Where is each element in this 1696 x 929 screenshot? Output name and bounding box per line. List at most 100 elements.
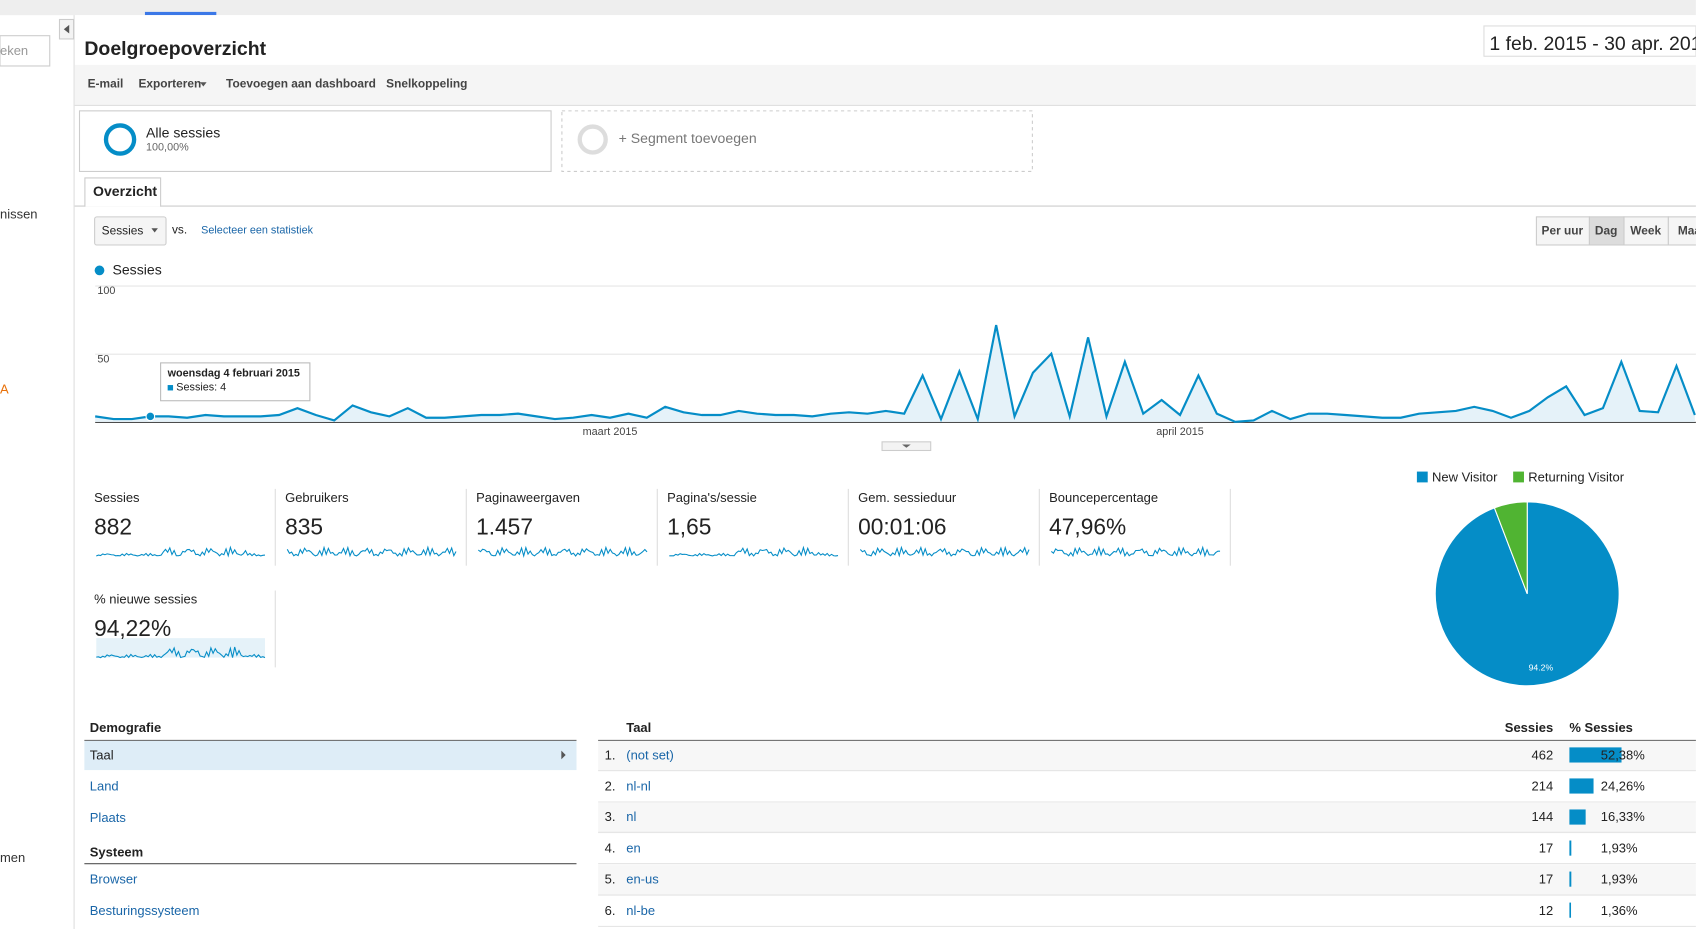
row-name[interactable]: en-us bbox=[626, 871, 659, 887]
sessions: 17 bbox=[1538, 871, 1554, 887]
vs-label: vs. bbox=[171, 223, 188, 237]
collapse-arrow bbox=[63, 24, 70, 34]
sessions: 144 bbox=[1531, 809, 1554, 825]
section-item[interactable]: Plaats bbox=[89, 810, 126, 826]
granularity-button[interactable] bbox=[1623, 216, 1669, 246]
sparkline bbox=[286, 545, 457, 558]
search-box[interactable] bbox=[0, 35, 51, 67]
toolbar-button[interactable]: Exporteren bbox=[138, 77, 202, 91]
selected-row[interactable] bbox=[84, 740, 577, 771]
metric-label: Pagina's/sessie bbox=[667, 489, 757, 506]
sidebar-item[interactable]: men bbox=[0, 850, 26, 866]
sessions: 214 bbox=[1531, 778, 1554, 794]
granularity-label[interactable]: Dag bbox=[1594, 224, 1618, 238]
section-item[interactable]: Besturingssysteem bbox=[89, 903, 200, 919]
rank: 5. bbox=[604, 871, 616, 887]
metric-value: 1.457 bbox=[476, 514, 533, 540]
hover-point bbox=[145, 411, 156, 422]
section-title: Systeem bbox=[89, 844, 144, 860]
y-tick-label: 100 bbox=[97, 285, 116, 298]
legend-label: New Visitor bbox=[1432, 469, 1498, 485]
date-range[interactable]: 1 feb. 2015 - 30 apr. 201 bbox=[1489, 32, 1696, 55]
legend-dot bbox=[94, 265, 105, 276]
section-item[interactable]: Taal bbox=[89, 747, 114, 763]
share-bar bbox=[1569, 840, 1572, 856]
section-item[interactable]: Browser bbox=[89, 871, 138, 887]
segment-box[interactable] bbox=[78, 110, 552, 172]
granularity-label[interactable]: Maa bbox=[1677, 224, 1696, 238]
segment-ring bbox=[103, 123, 137, 156]
column-header: Taal bbox=[626, 720, 652, 736]
metric-value: 47,96% bbox=[1049, 514, 1127, 540]
x-tick-label: april 2015 bbox=[1156, 426, 1204, 439]
share-label: 1,36% bbox=[1600, 902, 1638, 918]
metric-value: 1,65 bbox=[667, 514, 712, 540]
granularity-label[interactable]: Week bbox=[1630, 224, 1662, 238]
toolbar-button[interactable]: E-mail bbox=[87, 77, 124, 91]
granularity-button[interactable] bbox=[1667, 216, 1696, 246]
metric-label: Sessies bbox=[94, 489, 140, 506]
rank: 1. bbox=[604, 747, 616, 763]
row-name[interactable]: nl bbox=[626, 809, 637, 825]
granularity-button[interactable] bbox=[1535, 216, 1590, 246]
section-item[interactable]: Land bbox=[89, 778, 119, 794]
sparkline bbox=[96, 545, 266, 558]
metric-label: Paginaweergaven bbox=[476, 489, 581, 506]
toolbar-button[interactable]: Toevoegen aan dashboard bbox=[226, 77, 376, 91]
sparkline bbox=[477, 545, 648, 559]
pie-slice bbox=[1493, 501, 1528, 594]
section-title: Demografie bbox=[89, 720, 162, 736]
share-bar bbox=[1569, 871, 1572, 887]
granularity-label[interactable]: Per uur bbox=[1541, 224, 1584, 238]
toolbar-button[interactable]: Snelkoppeling bbox=[386, 77, 468, 91]
sparkline bbox=[1050, 545, 1221, 558]
share-bar bbox=[1569, 747, 1622, 763]
compare-select[interactable]: Selecteer een statistiek bbox=[201, 224, 314, 237]
dropdown-arrow bbox=[200, 82, 207, 87]
metric-select-label[interactable]: Sessies bbox=[101, 224, 144, 238]
row-name[interactable]: en bbox=[626, 840, 641, 856]
metric-value: 94,22% bbox=[94, 616, 172, 642]
search-text: eken bbox=[0, 43, 29, 59]
column-header: Sessies bbox=[1504, 720, 1554, 736]
pie-label: 94.2% bbox=[1528, 662, 1554, 673]
sparkline bbox=[96, 646, 266, 659]
rank: 4. bbox=[604, 840, 616, 856]
line bbox=[95, 324, 1696, 423]
metric-value: 835 bbox=[285, 514, 324, 540]
share-bar bbox=[1569, 902, 1572, 918]
share-label: 1,93% bbox=[1600, 840, 1638, 856]
tooltip-title: woensdag 4 februari 2015 bbox=[167, 367, 300, 380]
sidebar-item[interactable]: A bbox=[0, 381, 9, 397]
segment-add-box[interactable] bbox=[561, 110, 1033, 172]
table-row bbox=[598, 740, 1696, 772]
row-name[interactable]: (not set) bbox=[626, 747, 674, 763]
metric-value: 882 bbox=[94, 514, 133, 540]
sessions: 12 bbox=[1538, 902, 1554, 918]
tab-label[interactable]: Overzicht bbox=[93, 182, 158, 200]
share-label: 24,26% bbox=[1600, 778, 1645, 794]
column-header: % Sessies bbox=[1569, 720, 1633, 736]
row-name[interactable]: nl-be bbox=[626, 902, 656, 918]
table-row bbox=[598, 802, 1696, 834]
top-bar bbox=[0, 0, 1696, 16]
segment-share: 100,00% bbox=[146, 141, 189, 154]
row-name[interactable]: nl-nl bbox=[626, 778, 651, 794]
tab[interactable] bbox=[84, 177, 162, 207]
sidebar-item[interactable]: nissen bbox=[0, 206, 38, 222]
segment-add[interactable]: + Segment toevoegen bbox=[618, 129, 757, 147]
tooltip-box bbox=[160, 362, 311, 402]
dropdown-arrow bbox=[151, 228, 158, 233]
legend-label: Sessies bbox=[112, 261, 162, 278]
metric-select[interactable] bbox=[94, 216, 167, 246]
rank: 3. bbox=[604, 809, 616, 825]
sparkline-area bbox=[96, 638, 265, 658]
granularity-button[interactable] bbox=[1588, 216, 1625, 246]
metric-label: Gebruikers bbox=[285, 489, 349, 506]
table-row bbox=[598, 865, 1696, 896]
legend-swatch bbox=[1513, 471, 1524, 483]
line-area bbox=[95, 325, 1695, 422]
share-label: 1,93% bbox=[1600, 871, 1638, 887]
tooltip-text: Sessies: 4 bbox=[176, 381, 227, 394]
